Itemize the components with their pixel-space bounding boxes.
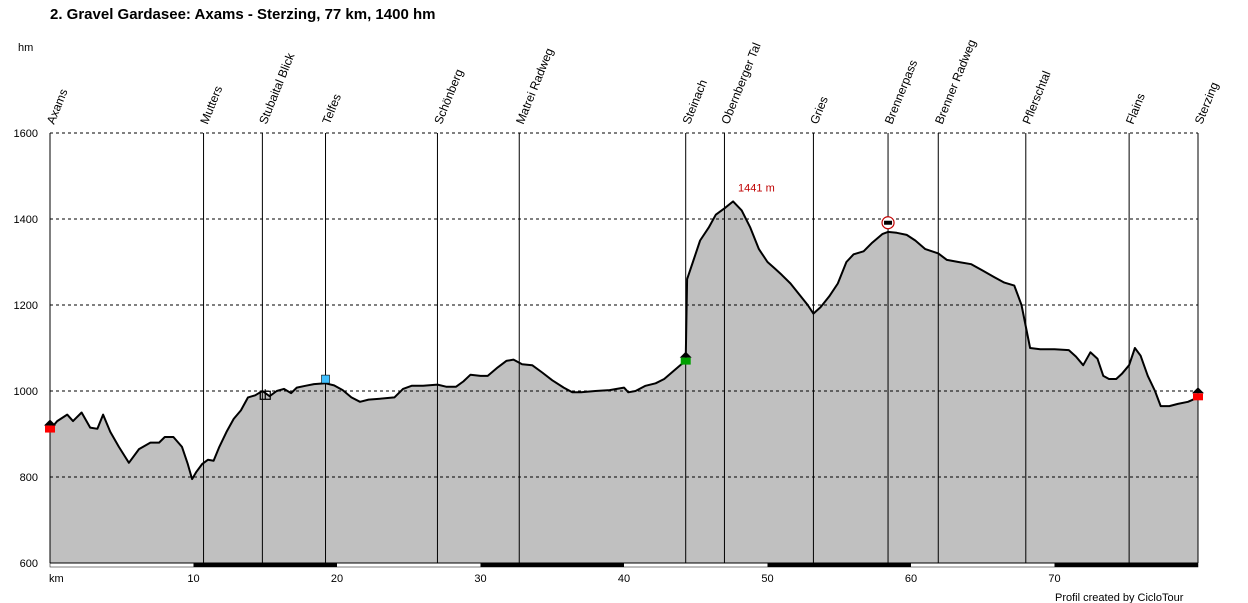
marker-cap-icon: [679, 351, 692, 358]
waypoint-label: Steinach: [680, 78, 710, 127]
finish-marker: [1192, 387, 1204, 401]
marker-flag-icon: [680, 357, 691, 365]
info-marker: [321, 374, 330, 384]
x-tick-label: 30: [474, 573, 486, 585]
hotel-icon-bed: [884, 220, 893, 225]
waypoint-label: Brenner Radweg: [932, 37, 979, 126]
chart-title: 2. Gravel Gardasee: Axams - Sterzing, 77…: [50, 6, 435, 23]
elevation-fill: [50, 201, 1198, 563]
y-tick-label: 1600: [14, 128, 38, 140]
waypoint-label: Schönberg: [431, 67, 466, 126]
axes: [49, 133, 1199, 568]
waypoint-label: Obernberger Tal: [718, 41, 763, 126]
marker-flag-icon: [1193, 393, 1203, 401]
marker-flag-icon: [45, 425, 55, 433]
elevation-area: [49, 200, 1199, 563]
waypoint-label: Brennerpass: [882, 58, 920, 126]
y-tick-label: 800: [20, 472, 38, 484]
elevation-line: [49, 200, 1199, 481]
waypoint-label: Pflerschtal: [1020, 69, 1054, 126]
waypoint-label: Axams: [44, 87, 71, 126]
y-tick-label: 600: [20, 558, 38, 570]
y-tick-label: 1400: [14, 214, 38, 226]
x-axis-scale-frame: [49, 562, 1199, 568]
x-tick-label: 10: [187, 573, 199, 585]
x-tick-label: 70: [1048, 573, 1060, 585]
y-tick-label: 1000: [14, 386, 38, 398]
credit-text: Profil created by CicloTour: [1055, 592, 1184, 603]
x-axis-scale-bar: [1054, 563, 1198, 567]
x-axis-label: km: [49, 573, 64, 585]
marker-cap-icon: [1192, 387, 1204, 394]
waypoint-label: Sterzing: [1192, 80, 1221, 126]
tick-labels: 600 800 1000 1200 1400 1600 10 20 30 40 50 60 70: [14, 128, 1061, 585]
waypoint-label: Telfes: [319, 92, 344, 126]
poi-markers: [44, 216, 1204, 433]
hotel-marker: [881, 216, 895, 230]
x-axis-scale-bar: [480, 563, 624, 567]
x-tick-label: 20: [331, 573, 343, 585]
waypoint-label: Gries: [807, 94, 831, 126]
x-axis-scale-bar: [193, 563, 337, 567]
waypoint-label: Flains: [1123, 91, 1148, 126]
waypoint-label: Matrei Radweg: [513, 46, 556, 126]
grid-lines: [50, 132, 1198, 478]
x-tick-label: 40: [618, 573, 630, 585]
y-tick-label: 1200: [14, 300, 38, 312]
waypoint-label: Stubaital Blick: [256, 50, 298, 126]
y-axis-label: hm: [18, 42, 33, 54]
start-marker: [44, 419, 56, 433]
bike-shop-marker: [259, 389, 271, 400]
info-icon: [321, 374, 330, 384]
x-tick-label: 50: [761, 573, 773, 585]
max-elevation-label: 1441 m: [738, 182, 775, 194]
waypoint-label: Mutters: [197, 84, 225, 126]
x-axis-scale-bar: [767, 563, 911, 567]
x-tick-label: 60: [905, 573, 917, 585]
marker-cap-icon: [44, 419, 56, 426]
rail-marker: [679, 351, 692, 365]
